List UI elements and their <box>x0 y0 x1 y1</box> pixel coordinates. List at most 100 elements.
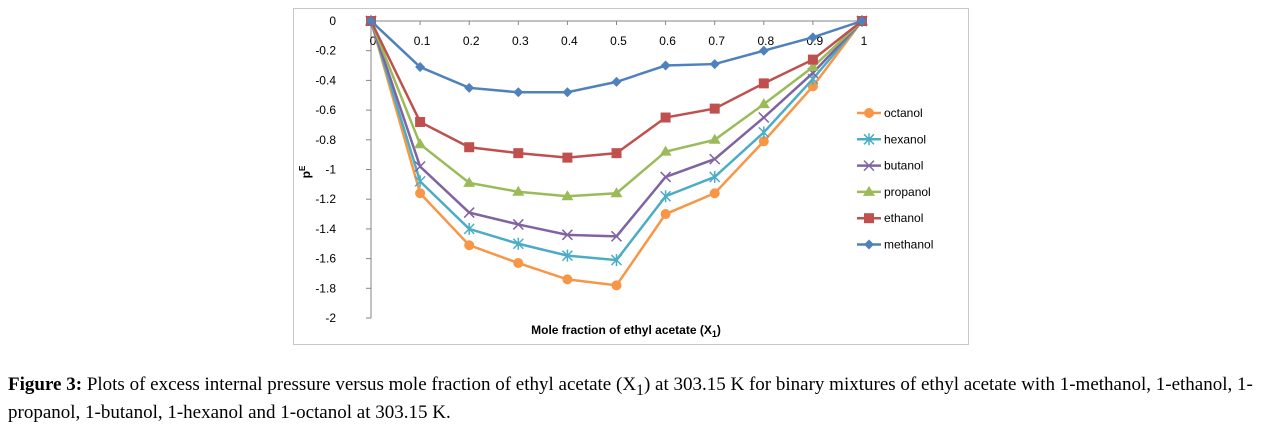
x-tick-labels: 0 0.1 0.2 0.3 0.4 0.5 0.6 0.7 0.8 0.9 1 <box>370 21 868 48</box>
legend-octanol-marker <box>864 108 874 118</box>
y-tick-label: -1.2 <box>315 192 336 206</box>
methanol-marker <box>513 87 524 98</box>
butanol-marker <box>414 160 426 173</box>
legend-label: propanol <box>884 185 931 199</box>
methanol-marker <box>758 45 769 56</box>
caption-subscript: 1 <box>636 381 644 399</box>
legend-label: hexanol <box>884 132 926 146</box>
legend-item-octanol: octanol <box>857 106 923 120</box>
legend-label: octanol <box>884 106 923 120</box>
propanol-marker <box>512 185 525 196</box>
hexanol-marker <box>709 170 721 183</box>
legend-item-ethanol: ethanol <box>857 211 923 225</box>
octanol-marker <box>807 81 818 92</box>
x-tick-label: 0 <box>370 34 377 48</box>
butanol-marker <box>758 111 770 124</box>
hexanol-marker <box>463 222 475 235</box>
butanol-marker <box>463 207 475 219</box>
y-tick-label: -1 <box>325 163 336 177</box>
hexanol-marker <box>512 237 524 250</box>
y-tick-label: -2 <box>325 311 336 325</box>
propanol-marker <box>561 190 574 201</box>
caption-label: Figure 3: <box>8 374 83 395</box>
y-tick-label: 0 <box>329 14 336 28</box>
methanol-marker <box>464 82 475 93</box>
chart-frame <box>293 8 969 345</box>
propanol-marker <box>806 61 819 72</box>
methanol-marker <box>709 59 720 70</box>
series-group <box>365 15 868 291</box>
butanol-marker <box>660 171 672 183</box>
ethanol-marker <box>562 152 573 163</box>
x-tick-label: 0.5 <box>610 34 627 48</box>
x-tick-label: 0.4 <box>561 34 578 48</box>
methanol-marker <box>611 76 622 87</box>
butanol-marker <box>561 229 573 241</box>
y-tick-label: -1.8 <box>315 281 336 295</box>
x-tick-label: 0.2 <box>463 34 480 48</box>
caption-text-end: ) at 303.15 K for binary mixtures of eth… <box>8 374 1253 423</box>
x-tick-label: 0.7 <box>708 34 725 48</box>
y-axis-title: pE <box>298 165 313 178</box>
axes <box>370 20 862 318</box>
series-octanol <box>366 16 867 291</box>
octanol-marker <box>709 188 720 199</box>
legend-propanol-marker <box>863 185 875 196</box>
legend-hexanol-marker <box>863 133 875 146</box>
propanol-marker <box>708 133 721 144</box>
butanol-marker <box>512 218 524 230</box>
y-tick-label: -0.8 <box>315 133 336 147</box>
methanol-marker <box>660 60 671 71</box>
octanol-marker <box>513 258 524 269</box>
y-tick-label: -0.4 <box>315 73 336 87</box>
x-tick-label: 1 <box>861 34 868 48</box>
ethanol-marker <box>758 78 769 89</box>
hexanol-marker <box>414 175 426 188</box>
ethanol-marker <box>611 148 622 159</box>
octanol-marker <box>464 240 475 251</box>
legend: octanol hexanol butanol propanol ethanol meth… <box>857 106 933 252</box>
butanol-marker <box>610 230 623 242</box>
ethanol-marker <box>660 112 671 123</box>
propanol-marker <box>757 98 770 109</box>
hexanol-marker <box>610 254 623 267</box>
hexanol-line <box>369 20 863 262</box>
series-methanol <box>366 16 867 98</box>
legend-item-methanol: methanol <box>857 238 933 252</box>
butanol-marker <box>709 153 721 165</box>
methanol-marker <box>807 32 818 43</box>
y-tick-labels: 0 -0.2 -0.4 -0.6 -0.8 -1 -1.2 -1.4 -1.6 -1.8 -2 <box>315 14 371 325</box>
ethanol-marker <box>464 142 475 153</box>
ethanol-marker <box>513 148 524 159</box>
propanol-marker <box>610 187 623 198</box>
series-butanol <box>365 15 868 242</box>
methanol-marker <box>415 62 426 73</box>
ethanol-marker <box>709 103 720 114</box>
series-hexanol <box>365 15 868 267</box>
x-axis-title: Mole fraction of ethyl acetate (X1) <box>531 323 721 339</box>
legend-butanol-marker <box>863 160 875 172</box>
legend-item-butanol: butanol <box>857 159 923 173</box>
ethanol-marker <box>415 116 426 127</box>
octanol-marker <box>611 280 622 291</box>
legend-item-propanol: propanol <box>857 185 931 199</box>
hexanol-marker <box>660 190 672 203</box>
x-tick-label: 0.1 <box>414 34 431 48</box>
legend-ethanol-marker <box>864 213 874 224</box>
legend-label: butanol <box>884 159 923 173</box>
ethanol-marker <box>807 54 818 65</box>
legend-label: ethanol <box>884 211 923 225</box>
figure-caption: Figure 3: Plots of excess internal press… <box>8 374 1256 424</box>
y-tick-label: -0.6 <box>315 103 336 117</box>
octanol-marker <box>758 136 769 147</box>
hexanol-marker <box>758 126 770 139</box>
hexanol-marker <box>561 249 573 262</box>
propanol-marker <box>463 176 476 187</box>
propanol-marker <box>414 138 427 149</box>
legend-item-hexanol: hexanol <box>857 132 926 146</box>
methanol-marker <box>857 16 867 26</box>
legend-methanol-marker <box>864 239 874 250</box>
y-tick-label: -1.4 <box>315 222 336 236</box>
x-tick-label: 0.8 <box>757 34 774 48</box>
methanol-marker <box>562 87 573 98</box>
